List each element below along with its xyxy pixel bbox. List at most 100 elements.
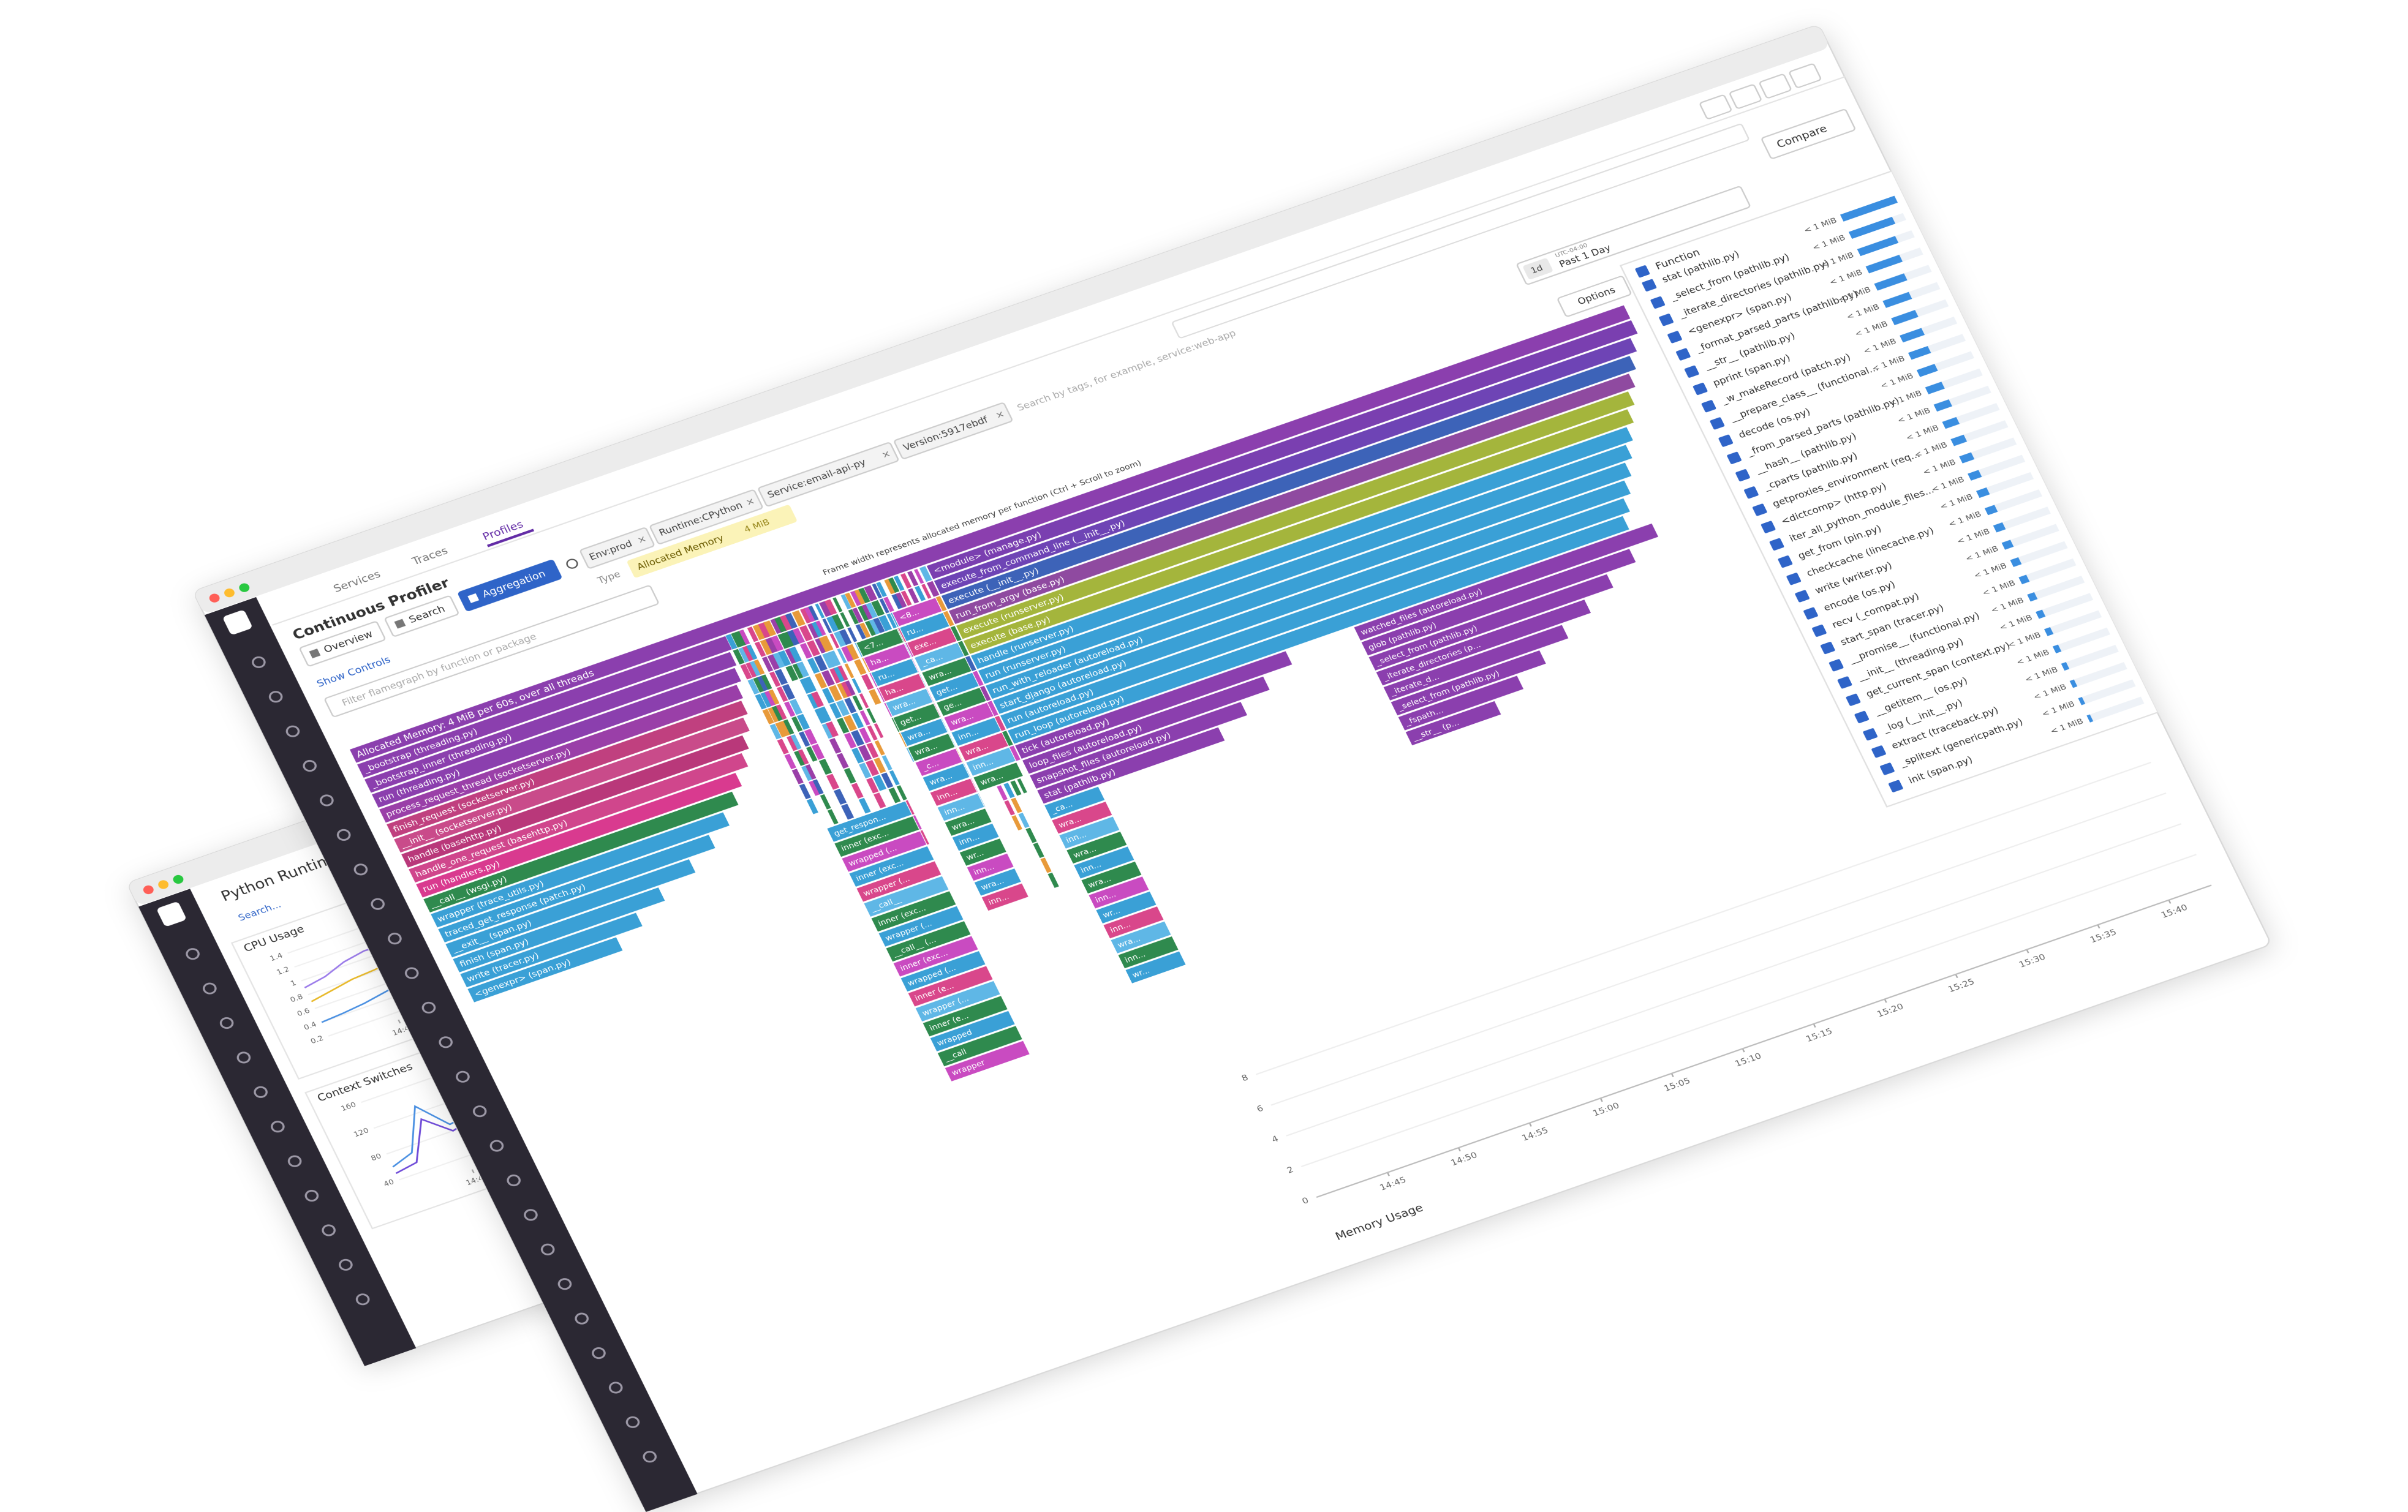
flame-frame-box[interactable] bbox=[400, 734, 750, 868]
flame-frame-box[interactable] bbox=[833, 815, 920, 858]
nav-icon[interactable] bbox=[285, 725, 300, 738]
checkbox[interactable] bbox=[1743, 486, 1759, 499]
flame-frame-box[interactable] bbox=[855, 860, 942, 903]
flame-frame[interactable]: ru... bbox=[899, 612, 951, 642]
nav-icon[interactable] bbox=[472, 1105, 488, 1118]
flame-frame-box[interactable] bbox=[981, 882, 1030, 912]
flame-frame-box[interactable] bbox=[940, 355, 1637, 610]
flame-frame[interactable]: inn... bbox=[951, 822, 1000, 852]
checkbox[interactable] bbox=[1863, 728, 1878, 741]
flame-frame-box[interactable] bbox=[937, 792, 986, 822]
flame-frame-box[interactable] bbox=[928, 672, 980, 702]
flame-frame-box[interactable] bbox=[870, 890, 957, 933]
toolbar-button[interactable] bbox=[1729, 84, 1762, 109]
view-button[interactable] bbox=[300, 621, 386, 667]
checkbox[interactable] bbox=[1635, 265, 1650, 278]
checkbox[interactable] bbox=[1735, 468, 1750, 482]
flame-frame-box[interactable] bbox=[429, 811, 731, 928]
checkbox[interactable] bbox=[1659, 314, 1674, 326]
flame-frame[interactable]: wr... bbox=[1095, 890, 1158, 925]
nav-icon[interactable] bbox=[287, 1155, 303, 1168]
checkbox[interactable] bbox=[1820, 641, 1835, 655]
checkbox[interactable] bbox=[1718, 434, 1734, 447]
nav-icon[interactable] bbox=[219, 1017, 235, 1029]
flame-frame-box[interactable] bbox=[877, 673, 926, 702]
flame-frame-box[interactable] bbox=[929, 1010, 1016, 1053]
flame-frame[interactable]: ha... bbox=[862, 643, 911, 672]
flame-frame-box[interactable] bbox=[944, 808, 993, 837]
flame-frame-box[interactable] bbox=[1065, 830, 1128, 865]
nav-icon[interactable] bbox=[404, 966, 420, 979]
flame-frame[interactable]: inn... bbox=[937, 792, 986, 822]
flame-frame-box[interactable] bbox=[922, 995, 1009, 1037]
checkbox[interactable] bbox=[1854, 710, 1870, 723]
checkbox[interactable] bbox=[1693, 382, 1708, 396]
nav-icon[interactable] bbox=[236, 1051, 251, 1064]
flame-frame-box[interactable] bbox=[870, 658, 919, 687]
flame-frame-box[interactable] bbox=[407, 752, 749, 884]
flame-frame-box[interactable] bbox=[385, 699, 749, 839]
flame-frame-box[interactable] bbox=[921, 762, 971, 792]
flame-frame[interactable]: inn... bbox=[929, 778, 978, 807]
flame-frame-box[interactable] bbox=[965, 747, 1017, 777]
nav-icon[interactable] bbox=[304, 1189, 319, 1202]
flame-frame-box[interactable] bbox=[907, 732, 956, 762]
flame-frame-box[interactable] bbox=[959, 838, 1008, 867]
flame-frame-box[interactable] bbox=[1124, 950, 1187, 984]
flame-frame-box[interactable] bbox=[855, 628, 904, 657]
flame-frame-box[interactable] bbox=[984, 462, 1632, 700]
nav-icon[interactable] bbox=[455, 1070, 470, 1083]
flame-frame-box[interactable] bbox=[977, 444, 1634, 685]
flame-frame-box[interactable] bbox=[891, 597, 943, 627]
flame-frame[interactable]: <7... bbox=[855, 628, 904, 657]
flame-frame[interactable]: wra... bbox=[907, 732, 956, 762]
tag-chip[interactable] bbox=[894, 402, 1013, 459]
flame-frame-box[interactable] bbox=[885, 920, 972, 963]
flame-frame-box[interactable] bbox=[371, 667, 742, 809]
flame-frame[interactable]: inn... bbox=[965, 747, 1017, 777]
flame-frame-box[interactable] bbox=[840, 830, 927, 873]
flame-frame[interactable]: _ca... bbox=[1043, 786, 1106, 820]
flame-frame[interactable]: ha... bbox=[877, 673, 926, 702]
flame-frame-box[interactable] bbox=[992, 480, 1632, 715]
nav-icon[interactable] bbox=[251, 656, 266, 669]
flame-frame-box[interactable] bbox=[957, 732, 1010, 762]
flame-frame-box[interactable] bbox=[1021, 675, 1271, 775]
flame-frame-box[interactable] bbox=[913, 642, 965, 672]
flame-frame-box[interactable] bbox=[415, 772, 743, 898]
flame-frame-box[interactable] bbox=[966, 852, 1015, 882]
options-button[interactable] bbox=[1557, 276, 1631, 317]
nav-icon[interactable] bbox=[302, 759, 317, 772]
flame-frame[interactable]: inn... bbox=[1087, 876, 1150, 909]
checkbox[interactable] bbox=[1829, 659, 1844, 672]
compare-button[interactable] bbox=[1761, 109, 1855, 159]
flame-frame[interactable]: wr... bbox=[1124, 950, 1187, 984]
flame-frame[interactable]: <8... bbox=[891, 597, 943, 627]
toolbar-button[interactable] bbox=[1699, 94, 1732, 119]
flame-frame-box[interactable] bbox=[1073, 846, 1135, 879]
flame-frame-box[interactable] bbox=[1058, 816, 1120, 850]
flame-frame[interactable]: inn... bbox=[1058, 816, 1120, 850]
flame-frame-box[interactable] bbox=[1117, 935, 1180, 969]
flame-frame-box[interactable] bbox=[349, 304, 1631, 764]
flame-frame[interactable]: wra... bbox=[1065, 830, 1128, 865]
tag-chip[interactable] bbox=[758, 442, 899, 506]
checkbox[interactable] bbox=[1769, 538, 1784, 551]
flame-frame-box[interactable] bbox=[848, 845, 935, 888]
nav-icon[interactable] bbox=[321, 1224, 336, 1236]
checkbox[interactable] bbox=[1795, 590, 1810, 603]
flame-frame-box[interactable] bbox=[933, 337, 1638, 595]
flame-frame-box[interactable] bbox=[363, 651, 738, 794]
checkbox[interactable] bbox=[1710, 417, 1725, 430]
nav-icon[interactable] bbox=[387, 932, 402, 945]
flame-frame-box[interactable] bbox=[1397, 675, 1525, 731]
flame-frame-box[interactable] bbox=[893, 935, 979, 977]
flame-frame-box[interactable] bbox=[356, 635, 733, 779]
checkbox[interactable] bbox=[1803, 607, 1818, 620]
flame-frame-box[interactable] bbox=[906, 627, 958, 657]
flame-frame-box[interactable] bbox=[970, 426, 1634, 670]
flame-frame[interactable]: inn... bbox=[981, 882, 1030, 912]
checkbox[interactable] bbox=[1727, 451, 1742, 464]
flame-frame-box[interactable] bbox=[885, 688, 934, 717]
nav-icon[interactable] bbox=[319, 794, 334, 807]
